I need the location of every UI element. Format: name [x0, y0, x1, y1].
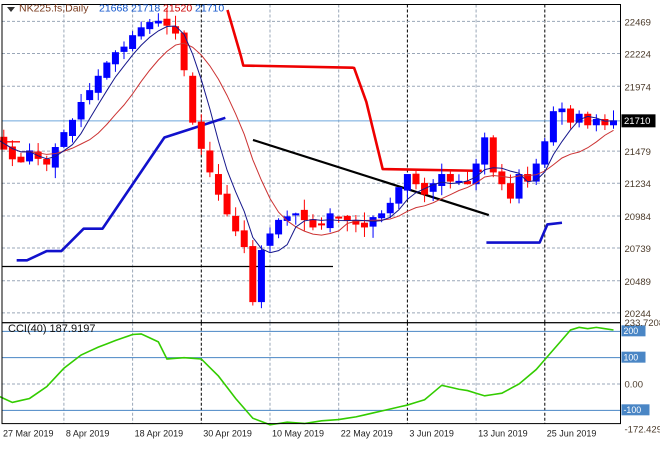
svg-text:22224: 22224: [625, 50, 651, 61]
svg-text:10 May 2019: 10 May 2019: [272, 429, 324, 439]
svg-text:21718: 21718: [131, 3, 160, 15]
svg-text:21479: 21479: [625, 147, 651, 158]
svg-text:21710: 21710: [195, 3, 224, 15]
svg-text:21668: 21668: [99, 3, 128, 15]
svg-text:-172.429: -172.429: [625, 425, 660, 436]
svg-text:25 Jun 2019: 25 Jun 2019: [547, 429, 597, 439]
svg-text:20984: 20984: [625, 212, 651, 223]
svg-text:20739: 20739: [625, 244, 651, 255]
svg-text:CCI(40) 187.9197: CCI(40) 187.9197: [8, 323, 95, 335]
svg-text:233.7208: 233.7208: [625, 318, 660, 329]
svg-text:21710: 21710: [624, 116, 650, 127]
svg-text:21974: 21974: [625, 82, 651, 93]
svg-text:13 Jun 2019: 13 Jun 2019: [478, 429, 528, 439]
svg-text:0.00: 0.00: [625, 379, 644, 390]
svg-text:18 Apr 2019: 18 Apr 2019: [135, 429, 184, 439]
svg-text:NK225.fs,Daily: NK225.fs,Daily: [19, 3, 89, 15]
svg-text:-100: -100: [624, 405, 642, 415]
svg-text:21520: 21520: [163, 3, 192, 15]
svg-text:20489: 20489: [625, 277, 651, 288]
svg-text:22 May 2019: 22 May 2019: [341, 429, 393, 439]
svg-text:100: 100: [624, 352, 639, 362]
svg-text:22469: 22469: [625, 17, 651, 28]
svg-text:3 Jun 2019: 3 Jun 2019: [409, 429, 454, 439]
svg-text:30 Apr 2019: 30 Apr 2019: [203, 429, 252, 439]
svg-text:8 Apr 2019: 8 Apr 2019: [66, 429, 110, 439]
svg-text:27 Mar 2019: 27 Mar 2019: [3, 429, 54, 439]
svg-text:21234: 21234: [625, 179, 651, 190]
